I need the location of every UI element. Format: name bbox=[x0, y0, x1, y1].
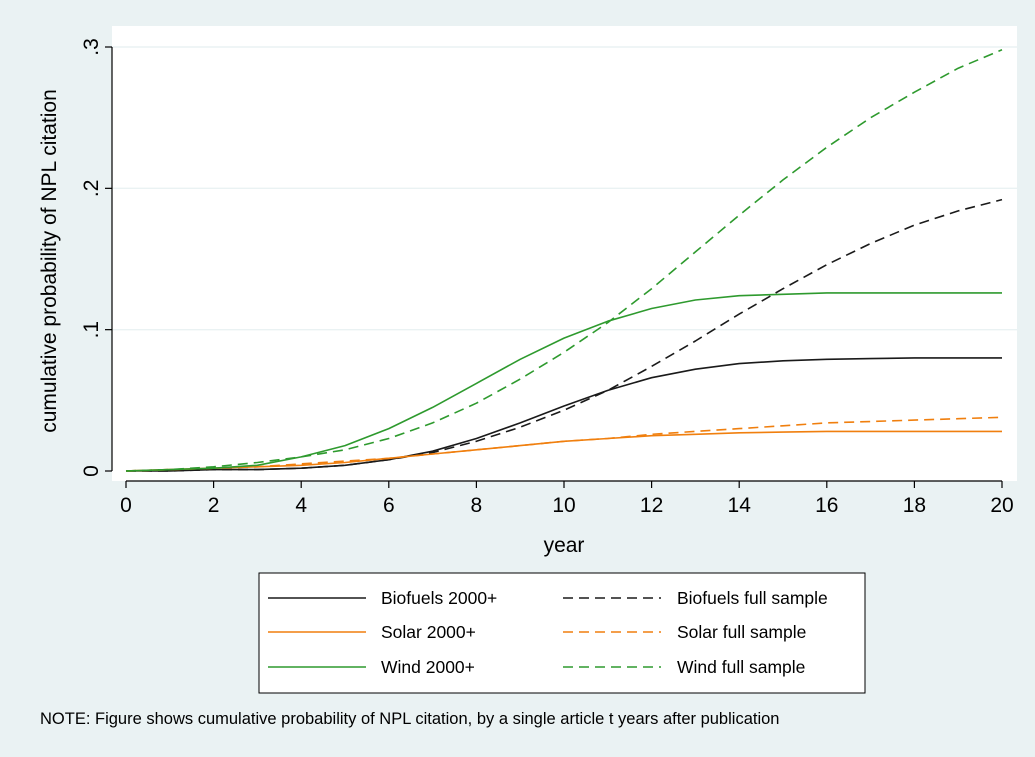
y-axis-title: cumulative probability of NPL citation bbox=[38, 89, 61, 433]
series-lines bbox=[125, 49, 1003, 472]
x-tick-label: 12 bbox=[640, 494, 663, 517]
x-tick-label: 0 bbox=[120, 494, 132, 517]
x-tick-label: 20 bbox=[990, 494, 1013, 517]
legend-label: Solar full sample bbox=[677, 622, 806, 642]
legend-box bbox=[258, 572, 866, 694]
x-tick-label: 14 bbox=[728, 494, 752, 517]
x-tick-label: 10 bbox=[552, 494, 575, 517]
x-axis-title: year bbox=[544, 534, 585, 557]
series-line-wind-full-sample bbox=[125, 49, 1003, 472]
x-tick-label: 6 bbox=[383, 494, 395, 517]
axes: 0 2 4 6 8 10 12 14 16 18 20 0 .1 .2 .3 bbox=[80, 38, 1014, 517]
y-tick-label: .1 bbox=[80, 321, 103, 339]
x-tick-label: 18 bbox=[903, 494, 926, 517]
y-tick-label: .2 bbox=[80, 180, 103, 198]
x-tick-label: 2 bbox=[208, 494, 220, 517]
y-tick-label: 0 bbox=[80, 465, 103, 477]
legend-label: Wind 2000+ bbox=[381, 657, 475, 677]
plot-area bbox=[112, 26, 1017, 481]
series-line-solar-full-sample bbox=[125, 416, 1003, 472]
x-tick-label: 16 bbox=[815, 494, 838, 517]
legend-label: Solar 2000+ bbox=[381, 622, 476, 642]
x-tick-label: 4 bbox=[295, 494, 307, 517]
figure-note: NOTE: Figure shows cumulative probabilit… bbox=[40, 710, 779, 728]
legend-label: Biofuels full sample bbox=[677, 588, 828, 608]
x-tick-label: 8 bbox=[471, 494, 483, 517]
series-line-biofuels-full-sample bbox=[126, 198, 1003, 472]
y-tick-label: .3 bbox=[80, 38, 103, 56]
legend: Biofuels 2000+ Biofuels full sample Solar … bbox=[258, 572, 866, 694]
legend-label: Wind full sample bbox=[677, 657, 805, 677]
gridlines bbox=[112, 46, 1017, 331]
series-line-wind-2000 bbox=[125, 292, 1002, 472]
legend-label: Biofuels 2000+ bbox=[381, 588, 497, 608]
